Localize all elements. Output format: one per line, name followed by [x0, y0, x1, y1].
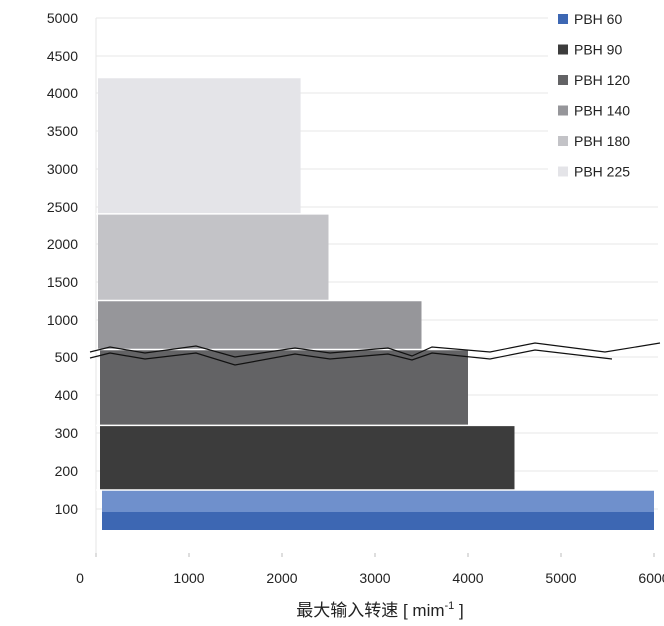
bar-pbh-120: [100, 349, 468, 426]
y-tick-label: 1500: [47, 274, 78, 290]
legend-label: PBH 120: [574, 72, 630, 88]
y-tick-label: 2000: [47, 236, 78, 252]
break-line-lower: [89, 349, 613, 366]
legend-label: PBH 60: [574, 11, 622, 27]
legend-swatch: [558, 166, 568, 177]
y-tick-label: 3000: [47, 161, 78, 177]
legend-swatch: [558, 44, 568, 55]
y-tick-label: 400: [55, 387, 79, 403]
legend-label: PBH 225: [574, 164, 630, 180]
x-tick-label: 6000: [638, 570, 664, 586]
bar-pbh-90: [100, 425, 515, 490]
legend-label: PBH 90: [574, 42, 622, 58]
legend-label: PBH 140: [574, 103, 630, 119]
legend: PBH 60 PBH 90 PBH 120 PBH 140 PBH 180 PBH 225: [548, 6, 664, 204]
legend-swatch: [558, 75, 568, 85]
y-tick-label: 4000: [47, 85, 78, 101]
x-tick-label: 0: [76, 570, 84, 586]
y-tick-label: 100: [55, 501, 79, 517]
x-tick-label: 2000: [266, 570, 297, 586]
legend-swatch: [558, 14, 568, 24]
legend-swatch: [558, 136, 568, 146]
bar-pbh-60-light: [102, 490, 654, 512]
x-axis-title: 最大输入转速 [ mim-1 ]: [296, 600, 464, 620]
x-axis-ticks: 0 1000 2000 3000 4000 5000 6000: [76, 553, 664, 586]
x-tick-label: 4000: [452, 570, 483, 586]
legend-label: PBH 180: [574, 133, 630, 149]
x-tick-label: 1000: [173, 570, 204, 586]
y-tick-label: 2500: [47, 199, 78, 215]
axis-break: [89, 342, 661, 366]
bar-pbh-60: [102, 512, 654, 530]
y-tick-label: 1000: [47, 312, 78, 328]
x-tick-label: 5000: [545, 570, 576, 586]
y-tick-label: 4500: [47, 48, 78, 64]
y-axis-ticks: 5000 4500 4000 3500 3000 2500 2000 1500 1000 500 4…: [47, 10, 78, 517]
y-tick-label: 3500: [47, 123, 78, 139]
y-tick-label: 200: [55, 463, 79, 479]
bar-pbh-225: [98, 78, 301, 214]
legend-swatch: [558, 105, 568, 116]
bar-pbh-180: [98, 213, 329, 301]
y-tick-label: 5000: [47, 10, 78, 26]
bars: [96, 78, 654, 530]
bar-pbh-140: [98, 300, 422, 350]
y-tick-label: 500: [55, 349, 79, 365]
break-line-upper: [89, 342, 661, 358]
x-tick-label: 3000: [359, 570, 390, 586]
y-tick-label: 300: [55, 425, 79, 441]
